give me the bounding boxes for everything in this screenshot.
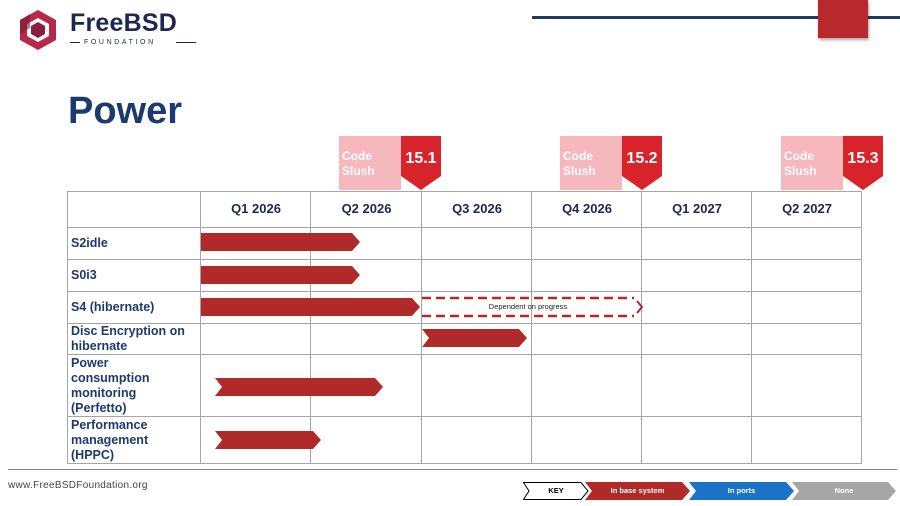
release-marker-15-3: Code Slush 15.3 — [781, 136, 883, 190]
code-slush-label: Code Slush — [784, 149, 817, 178]
release-version: 15.2 — [626, 150, 658, 167]
dependent-on-progress-note: Dependent on progress — [488, 302, 568, 311]
bar-s0i3 — [201, 266, 360, 284]
row-label-disc-encryption: Disc Encryption on hibernate — [71, 324, 185, 353]
bar-disc-encryption — [422, 329, 527, 347]
logo-mark-icon — [20, 10, 56, 50]
bar-s4-dependent-on-progress — [422, 296, 634, 318]
column-header-q1-2027: Q1 2027 — [672, 201, 722, 216]
column-header-q2-2026: Q2 2026 — [341, 201, 392, 216]
release-marker-15-1: Code Slush 15.1 — [339, 136, 441, 190]
release-marker-15-2: Code Slush 15.2 — [560, 136, 662, 190]
row-label-s0i3: S0i3 — [71, 268, 97, 282]
code-slush-label: Code Slush — [563, 149, 596, 178]
logo-sub-text: FOUNDATION — [84, 39, 156, 46]
release-flag: 15.1 — [401, 136, 441, 190]
legend-none: None — [792, 482, 896, 500]
row-label-power-monitoring: Power consumption monitoring (Perfetto) — [71, 356, 150, 415]
release-flag: 15.2 — [622, 136, 662, 190]
roadmap-table-grid — [67, 191, 862, 464]
code-slush-label: Code Slush — [342, 149, 375, 178]
release-version: 15.1 — [405, 150, 437, 167]
legend-in-base-system: In base system — [585, 482, 690, 500]
code-slush-band — [339, 136, 401, 190]
bar-power-monitoring — [215, 378, 383, 396]
legend-in-ports-label: In ports — [727, 486, 756, 495]
logo-rule-right — [176, 42, 196, 43]
legend-key-label: KEY — [548, 486, 564, 495]
legend-in-ports: In ports — [689, 482, 794, 500]
code-slush-band — [560, 136, 622, 190]
row-label-performance-management: Performance management (HPPC) — [71, 418, 149, 462]
logo-brand-text: FreeBSD — [70, 9, 177, 37]
header-rule — [532, 16, 900, 19]
column-header-q3-2026: Q3 2026 — [452, 201, 502, 216]
legend-in-base-system-label: In base system — [610, 486, 665, 495]
header-accent-box — [818, 0, 868, 38]
row-label-s2idle: S2idle — [71, 236, 108, 250]
row-label-s4-hibernate: S4 (hibernate) — [71, 300, 155, 314]
logo-rule-left — [70, 42, 80, 43]
bar-performance-management — [215, 431, 321, 449]
release-flag: 15.3 — [843, 136, 883, 190]
footer-url[interactable]: www.FreeBSDFoundation.org — [8, 480, 148, 491]
column-header-q1-2026: Q1 2026 — [231, 201, 281, 216]
page-title: Power — [68, 90, 183, 132]
bar-s4-hibernate — [201, 298, 420, 316]
roadmap-bars — [201, 233, 644, 449]
code-slush-band — [781, 136, 843, 190]
legend-none-label: None — [834, 486, 854, 495]
column-header-q4-2026: Q4 2026 — [562, 201, 612, 216]
column-header-q2-2027: Q2 2027 — [782, 201, 832, 216]
bar-s2idle — [201, 233, 360, 251]
release-version: 15.3 — [847, 150, 879, 167]
bar-s4-dependent-tip — [636, 300, 644, 314]
freebsd-foundation-logo: FreeBSD FOUNDATION — [16, 8, 216, 52]
footer-rule — [8, 469, 897, 470]
legend-key: KEY — [523, 482, 589, 500]
